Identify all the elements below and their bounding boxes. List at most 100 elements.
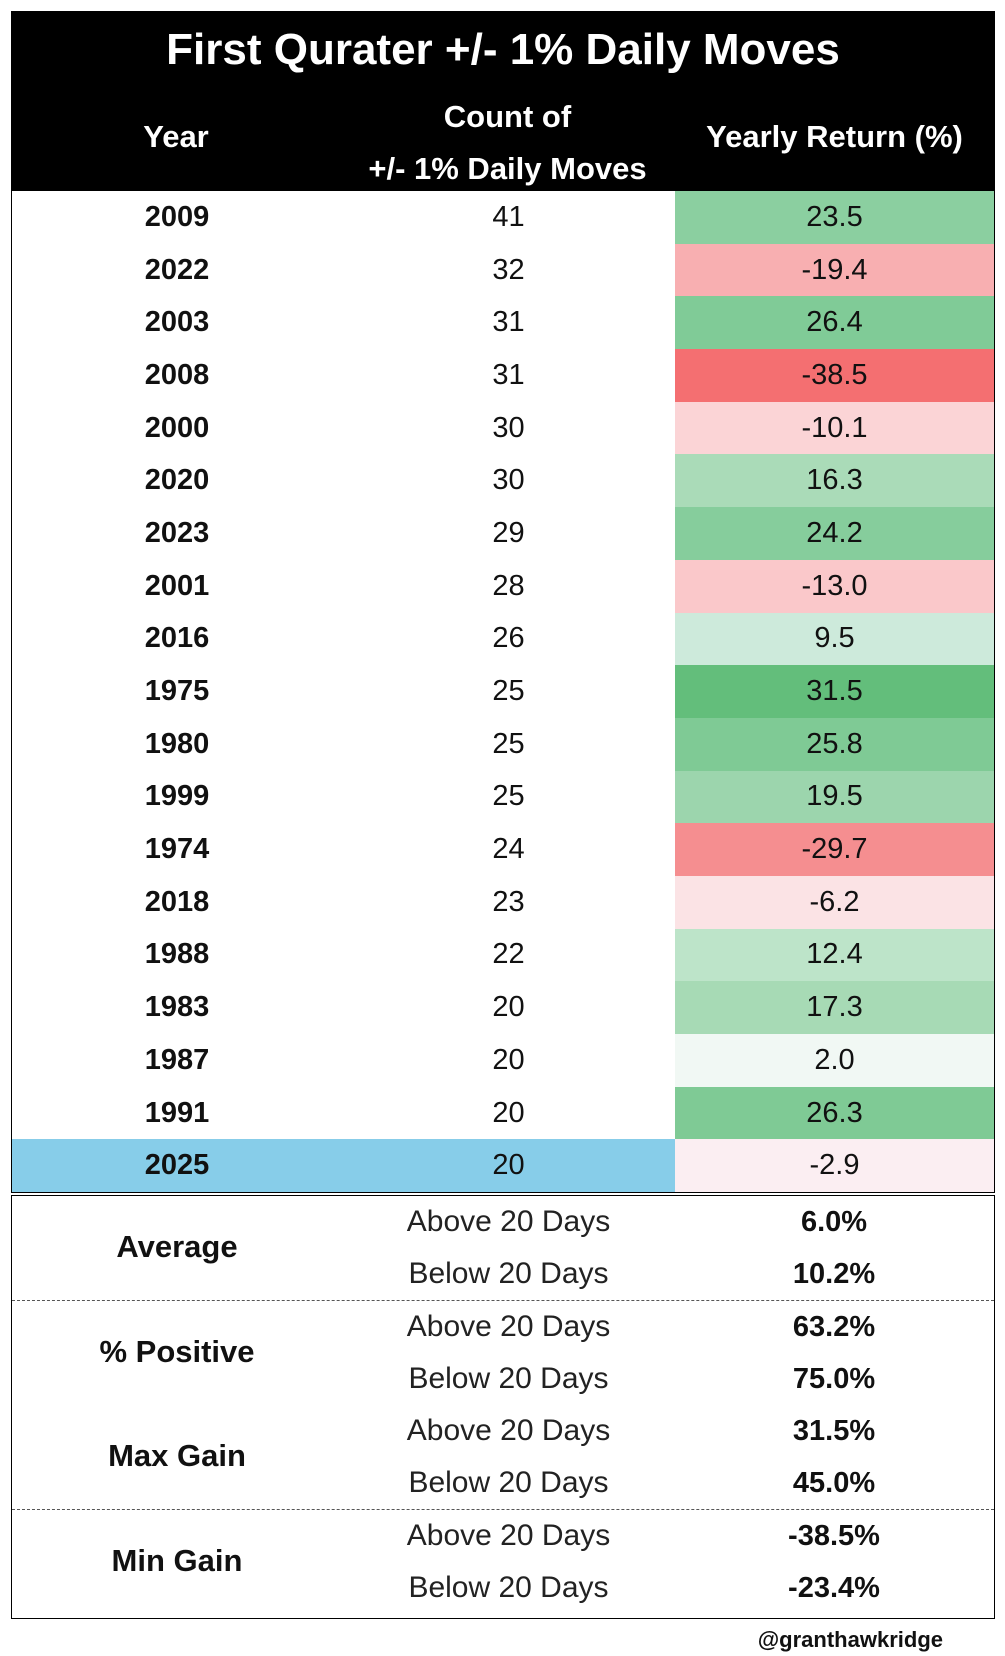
- year-cell: 2009: [144, 200, 210, 233]
- count-cell: 26: [492, 622, 525, 655]
- count-cell: 24: [492, 833, 525, 866]
- return-cell: 26.3: [675, 1086, 994, 1140]
- return-cell: 2.0: [675, 1034, 994, 1087]
- table-row: 2018 23 -6.2: [12, 875, 994, 929]
- return-cell: 23.5: [675, 191, 994, 244]
- table-row: 1974 24 -29.7: [12, 823, 994, 876]
- summary-value: 45.0%: [792, 1466, 876, 1499]
- table-row: 1975 25 31.5: [12, 665, 994, 718]
- summary-line: Max Gain Above 20 Days 31.5%: [12, 1405, 994, 1473]
- year-cell: 2020: [144, 464, 210, 497]
- author-credit: @granthawkridge: [757, 1627, 943, 1652]
- table-row: 2023 29 24.2: [12, 507, 994, 560]
- table-row: 1988 22 12.4: [12, 928, 994, 982]
- summary-metric-label: % Positive: [99, 1334, 255, 1369]
- count-column-header: Count of +/- 1% Daily Moves: [341, 91, 674, 195]
- summary-condition: Below 20 Days: [408, 1466, 609, 1499]
- table-row: 2001 28 -13.0: [12, 559, 994, 613]
- summary-value: 31.5%: [792, 1414, 876, 1447]
- count-cell: 30: [492, 411, 525, 444]
- summary-line: Min Gain Above 20 Days -38.5%: [12, 1510, 994, 1578]
- count-cell: 20: [492, 1043, 525, 1076]
- table-row: 1983 20 17.3: [12, 981, 994, 1034]
- summary-table: Average Above 20 Days 6.0% Below 20 Days 10.…: [11, 1195, 995, 1619]
- return-cell: -13.0: [675, 559, 994, 613]
- count-header-line1: Count of: [443, 99, 572, 134]
- table-row: 2008 31 -38.5: [12, 349, 994, 402]
- table-row: 2003 31 26.4: [12, 296, 994, 350]
- summary-condition: Above 20 Days: [406, 1414, 611, 1447]
- return-cell: 9.5: [675, 612, 994, 666]
- count-cell: 29: [492, 516, 525, 549]
- year-cell: 1991: [144, 1096, 210, 1129]
- summary-value: -23.4%: [788, 1571, 880, 1604]
- return-cell: 31.5: [675, 665, 994, 718]
- table-row: 2020 30 16.3: [12, 454, 994, 508]
- count-cell: 30: [492, 464, 525, 497]
- year-cell: 2023: [144, 516, 210, 549]
- count-cell: 31: [492, 306, 525, 339]
- summary-group: Average Above 20 Days 6.0% Below 20 Days 10.…: [12, 1196, 994, 1301]
- summary-label-column: [12, 1248, 342, 1300]
- summary-label-column: Min Gain: [12, 1510, 342, 1578]
- moves-table: First Qurater +/- 1% Daily Moves Year Co…: [11, 11, 995, 1194]
- return-cell: 17.3: [675, 981, 994, 1034]
- table-row: 1987 20 2.0: [12, 1034, 994, 1087]
- return-cell: -19.4: [675, 243, 994, 297]
- table-row: 2000 30 -10.1: [12, 401, 994, 455]
- year-cell: 2018: [144, 885, 210, 918]
- summary-label-column: [12, 1457, 342, 1509]
- table-body: 2009 41 23.5 2022 32 -19.4 2003 31 26.4 2008 31 -38…: [11, 191, 995, 1194]
- return-cell: 24.2: [675, 507, 994, 560]
- return-cell: -29.7: [675, 823, 994, 876]
- summary-group: Min Gain Above 20 Days -38.5% Below 20 Days…: [12, 1510, 994, 1614]
- count-cell: 20: [342, 1139, 675, 1193]
- summary-condition: Above 20 Days: [406, 1519, 611, 1552]
- summary-value: 6.0%: [800, 1205, 868, 1238]
- summary-label-column: [12, 1353, 342, 1405]
- year-cell: 2001: [144, 569, 210, 602]
- year-cell: 1980: [144, 727, 210, 760]
- year-cell: 1975: [144, 675, 210, 708]
- summary-line: Average Above 20 Days 6.0%: [12, 1196, 994, 1264]
- count-header-line2: +/- 1% Daily Moves: [368, 151, 647, 186]
- table-row: 1999 25 19.5: [12, 770, 994, 824]
- summary-metric-label: Max Gain: [108, 1438, 246, 1473]
- year-cell: 1983: [144, 991, 210, 1024]
- return-cell: 12.4: [675, 928, 994, 982]
- count-cell: 32: [492, 253, 525, 286]
- count-cell: 25: [492, 780, 525, 813]
- table-row: 1980 25 25.8: [12, 717, 994, 771]
- year-cell: 2000: [144, 411, 210, 444]
- summary-line: Below 20 Days -23.4%: [12, 1562, 994, 1614]
- count-cell: 31: [492, 358, 525, 391]
- summary-condition: Below 20 Days: [408, 1257, 609, 1290]
- summary-group: Max Gain Above 20 Days 31.5% Below 20 Days 4…: [12, 1405, 994, 1510]
- summary-value: 10.2%: [792, 1257, 876, 1290]
- count-cell: 20: [492, 991, 525, 1024]
- summary-value: -38.5%: [788, 1519, 880, 1552]
- table-header: First Qurater +/- 1% Daily Moves Year Co…: [11, 11, 995, 191]
- summary-metric-label: Min Gain: [111, 1543, 243, 1578]
- table-title: First Qurater +/- 1% Daily Moves: [166, 25, 840, 74]
- table-row: 2022 32 -19.4: [12, 243, 994, 297]
- year-column-header: Year: [143, 119, 209, 154]
- table-row: 2009 41 23.5: [12, 191, 994, 244]
- year-cell: 1999: [144, 780, 210, 813]
- return-cell: 19.5: [675, 770, 994, 824]
- summary-line: Below 20 Days 10.2%: [12, 1248, 994, 1300]
- table-row: 2016 26 9.5: [12, 612, 994, 666]
- return-column-header: Yearly Return (%): [706, 119, 963, 154]
- summary-condition: Below 20 Days: [408, 1362, 609, 1395]
- year-cell: 2022: [144, 253, 210, 286]
- year-cell: 1974: [144, 833, 210, 866]
- table-row: 2025 20 -2.9: [12, 1139, 994, 1193]
- return-cell: -38.5: [675, 349, 994, 402]
- year-cell: 2016: [144, 622, 210, 655]
- year-cell: 2003: [144, 306, 210, 339]
- count-cell: 23: [492, 885, 525, 918]
- summary-condition: Above 20 Days: [406, 1310, 611, 1343]
- year-cell: 2025: [12, 1139, 342, 1193]
- return-cell: 16.3: [675, 454, 994, 508]
- return-cell: -6.2: [675, 875, 994, 929]
